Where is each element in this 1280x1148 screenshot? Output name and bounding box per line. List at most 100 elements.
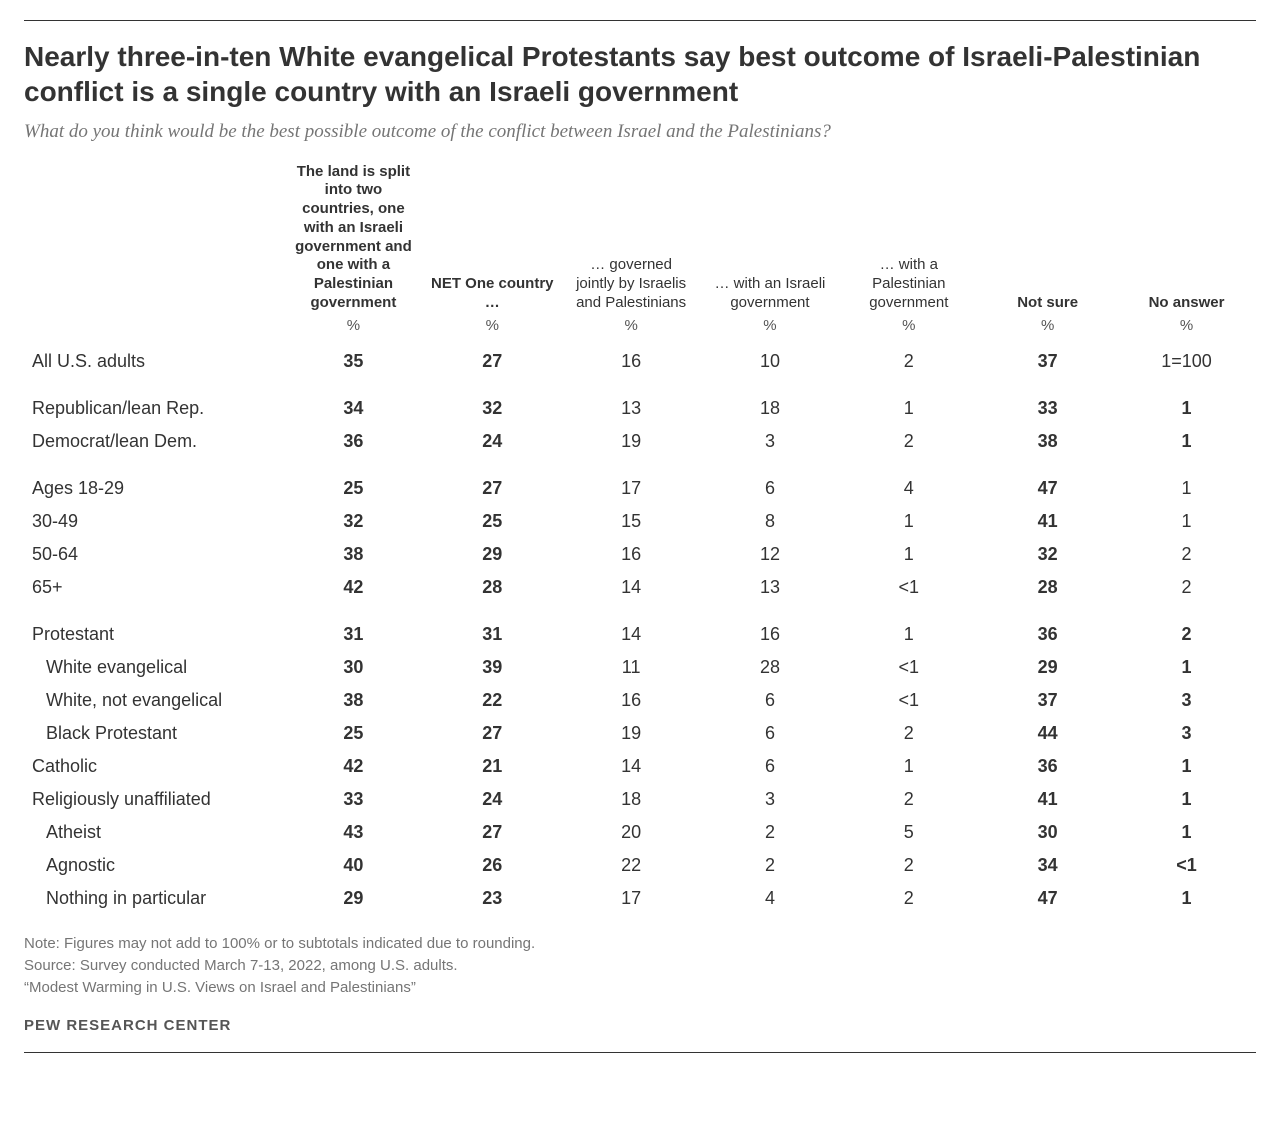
data-cell: 6: [701, 717, 840, 750]
data-cell: 21: [423, 750, 562, 783]
data-cell: 44: [978, 717, 1117, 750]
unit-label: %: [423, 317, 562, 346]
data-cell: 6: [701, 684, 840, 717]
data-cell: 29: [423, 538, 562, 571]
table-row: Ages 18-2925271764471: [24, 458, 1256, 505]
data-cell: 27: [423, 816, 562, 849]
data-cell: 20: [562, 816, 701, 849]
data-cell: 1: [1117, 816, 1256, 849]
table-row: Protestant313114161362: [24, 604, 1256, 651]
data-cell: 26: [423, 849, 562, 882]
table-row: 30-4932251581411: [24, 505, 1256, 538]
row-label: White, not evangelical: [24, 684, 284, 717]
row-label: Protestant: [24, 604, 284, 651]
data-cell: 38: [284, 538, 423, 571]
column-header: … with an Israeli government: [701, 163, 840, 317]
bottom-rule: [24, 1052, 1256, 1053]
data-cell: 42: [284, 571, 423, 604]
data-cell: 14: [562, 750, 701, 783]
data-cell: 37: [978, 345, 1117, 378]
data-cell: 28: [423, 571, 562, 604]
data-cell: 24: [423, 783, 562, 816]
data-cell: 29: [284, 882, 423, 915]
top-rule: [24, 20, 1256, 21]
data-cell: 1: [1117, 750, 1256, 783]
row-label: Nothing in particular: [24, 882, 284, 915]
table-row: Black Protestant25271962443: [24, 717, 1256, 750]
data-cell: 1: [1117, 505, 1256, 538]
data-cell: 10: [701, 345, 840, 378]
data-cell: 4: [701, 882, 840, 915]
table-row: White evangelical30391128<1291: [24, 651, 1256, 684]
row-label: Black Protestant: [24, 717, 284, 750]
data-cell: 1: [1117, 378, 1256, 425]
data-cell: 31: [423, 604, 562, 651]
note-line: “Modest Warming in U.S. Views on Israel …: [24, 977, 1256, 999]
row-label: All U.S. adults: [24, 345, 284, 378]
data-cell: 16: [562, 345, 701, 378]
data-cell: 38: [284, 684, 423, 717]
data-cell: 2: [839, 425, 978, 458]
table-row: 65+42281413<1282: [24, 571, 1256, 604]
unit-label: %: [284, 317, 423, 346]
data-cell: 14: [562, 571, 701, 604]
unit-label: %: [978, 317, 1117, 346]
data-cell: 24: [423, 425, 562, 458]
data-cell: 8: [701, 505, 840, 538]
data-cell: 2: [839, 783, 978, 816]
data-cell: 18: [701, 378, 840, 425]
data-cell: 14: [562, 604, 701, 651]
chart-subtitle: What do you think would be the best poss…: [24, 119, 1256, 145]
table-row: Democrat/lean Dem.36241932381: [24, 425, 1256, 458]
data-cell: 2: [839, 717, 978, 750]
column-header: … governed jointly by Israelis and Pales…: [562, 163, 701, 317]
data-cell: 3: [1117, 684, 1256, 717]
unit-label: %: [839, 317, 978, 346]
row-label: Ages 18-29: [24, 458, 284, 505]
data-cell: 17: [562, 882, 701, 915]
data-cell: 22: [562, 849, 701, 882]
column-header: NET One country …: [423, 163, 562, 317]
data-cell: 17: [562, 458, 701, 505]
row-label: Democrat/lean Dem.: [24, 425, 284, 458]
data-cell: 36: [978, 604, 1117, 651]
data-cell: 6: [701, 458, 840, 505]
data-cell: 38: [978, 425, 1117, 458]
data-cell: 1: [1117, 651, 1256, 684]
data-cell: 33: [978, 378, 1117, 425]
data-cell: 42: [284, 750, 423, 783]
data-cell: 1: [839, 505, 978, 538]
data-cell: 28: [978, 571, 1117, 604]
row-label: 65+: [24, 571, 284, 604]
data-cell: 25: [423, 505, 562, 538]
data-cell: 43: [284, 816, 423, 849]
notes-block: Note: Figures may not add to 100% or to …: [24, 933, 1256, 998]
data-cell: 37: [978, 684, 1117, 717]
data-cell: 2: [701, 849, 840, 882]
row-label: 30-49: [24, 505, 284, 538]
data-cell: <1: [839, 571, 978, 604]
data-cell: 29: [978, 651, 1117, 684]
data-cell: 16: [562, 538, 701, 571]
data-cell: 36: [978, 750, 1117, 783]
data-cell: 12: [701, 538, 840, 571]
note-line: Note: Figures may not add to 100% or to …: [24, 933, 1256, 955]
data-cell: 2: [839, 882, 978, 915]
note-line: Source: Survey conducted March 7-13, 202…: [24, 955, 1256, 977]
data-cell: 34: [978, 849, 1117, 882]
data-cell: <1: [1117, 849, 1256, 882]
chart-title: Nearly three-in-ten White evangelical Pr…: [24, 39, 1256, 109]
data-cell: 5: [839, 816, 978, 849]
table-row: All U.S. adults352716102371=100: [24, 345, 1256, 378]
data-cell: 15: [562, 505, 701, 538]
data-cell: 16: [701, 604, 840, 651]
data-cell: 6: [701, 750, 840, 783]
table-row: Atheist43272025301: [24, 816, 1256, 849]
data-cell: 2: [839, 849, 978, 882]
data-cell: 39: [423, 651, 562, 684]
row-label: Republican/lean Rep.: [24, 378, 284, 425]
data-cell: 19: [562, 717, 701, 750]
data-cell: 1: [839, 538, 978, 571]
data-cell: 13: [701, 571, 840, 604]
data-cell: 16: [562, 684, 701, 717]
